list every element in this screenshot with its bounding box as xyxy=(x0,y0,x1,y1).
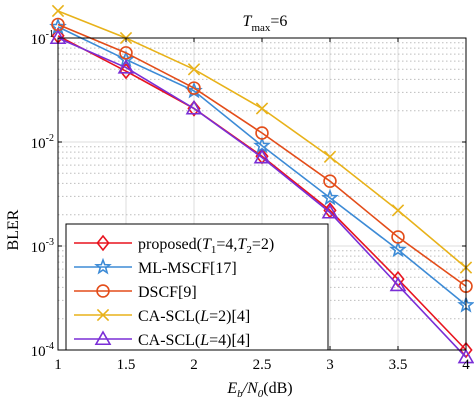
legend-box xyxy=(65,223,329,351)
circle-marker xyxy=(323,174,337,188)
x-tick-label: 1.5 xyxy=(117,357,136,373)
triangle-marker xyxy=(253,148,271,164)
y-tick-label: 10-3 xyxy=(31,237,54,256)
legend: proposed(T1=4,T2=2) ML-MSCF[17] DSCF[9] CA-… xyxy=(65,223,329,351)
star-marker xyxy=(389,240,407,258)
legend-label: CA-SCL(L=2)[4] xyxy=(138,308,250,325)
x-tick-label: 4 xyxy=(462,357,470,373)
legend-label: proposed(T1=4,T2=2) xyxy=(138,236,274,256)
x-axis-label: Eb/N0(dB) xyxy=(226,380,292,400)
legend-label: CA-SCL(L=4)[4] xyxy=(138,332,250,349)
diamond-marker xyxy=(96,234,110,252)
circle-marker xyxy=(255,126,269,140)
legend-label: DSCF[9] xyxy=(138,284,197,301)
x-marker xyxy=(51,4,65,18)
x-marker-stroke xyxy=(96,308,110,322)
x-marker-stroke xyxy=(255,102,269,115)
y-tick-label: 10-1 xyxy=(31,29,54,48)
x-tick-label: 3 xyxy=(326,357,334,373)
diamond-marker xyxy=(119,62,133,80)
x-marker xyxy=(391,204,405,217)
y-tick-label: 10-4 xyxy=(31,341,54,360)
axis-ticks: 1 1.5 2 2.5 3 3.5 4 10-1 10-2 10-3 10-4 xyxy=(31,29,471,373)
legend-item: DSCF[9] xyxy=(74,284,197,301)
triangle-marker xyxy=(117,58,135,74)
circle-marker xyxy=(391,230,405,244)
star-marker xyxy=(94,257,112,275)
circle-marker xyxy=(187,81,201,95)
series-line xyxy=(57,37,467,358)
triangle-marker xyxy=(457,348,474,364)
x-marker-stroke xyxy=(391,204,405,217)
series-layer xyxy=(49,4,474,364)
x-tick-label: 3.5 xyxy=(389,357,408,373)
star-marker xyxy=(253,136,271,154)
star-marker xyxy=(321,188,339,206)
x-marker xyxy=(96,308,110,322)
x-tick-label: 2.5 xyxy=(253,357,272,373)
legend-item: CA-SCL(L=4)[4] xyxy=(74,330,250,349)
triangle-marker xyxy=(185,99,203,115)
x-tick-label: 2 xyxy=(190,357,198,373)
x-marker xyxy=(255,102,269,115)
star-marker xyxy=(117,50,135,68)
circle-marker xyxy=(96,284,110,298)
chart-title: Tmax=6 xyxy=(243,13,288,34)
triangle-marker xyxy=(389,276,407,292)
x-marker-stroke xyxy=(51,4,65,18)
series-line xyxy=(57,23,467,287)
triangle-marker xyxy=(321,203,339,219)
circle-marker xyxy=(119,46,133,60)
y-tick-label: 10-2 xyxy=(31,133,54,152)
legend-item: CA-SCL(L=2)[4] xyxy=(74,308,250,325)
legend-label: ML-MSCF[17] xyxy=(138,260,237,277)
y-axis-label: BLER xyxy=(5,209,22,250)
x-marker-stroke xyxy=(323,150,337,164)
triangle-marker xyxy=(94,330,112,346)
legend-item: proposed(T1=4,T2=2) xyxy=(74,234,274,256)
x-marker xyxy=(323,150,337,164)
legend-item: ML-MSCF[17] xyxy=(74,257,237,277)
x-marker-stroke xyxy=(187,63,201,76)
series-4 xyxy=(49,29,474,364)
x-tick-label: 1 xyxy=(54,357,62,373)
x-marker xyxy=(187,63,201,76)
